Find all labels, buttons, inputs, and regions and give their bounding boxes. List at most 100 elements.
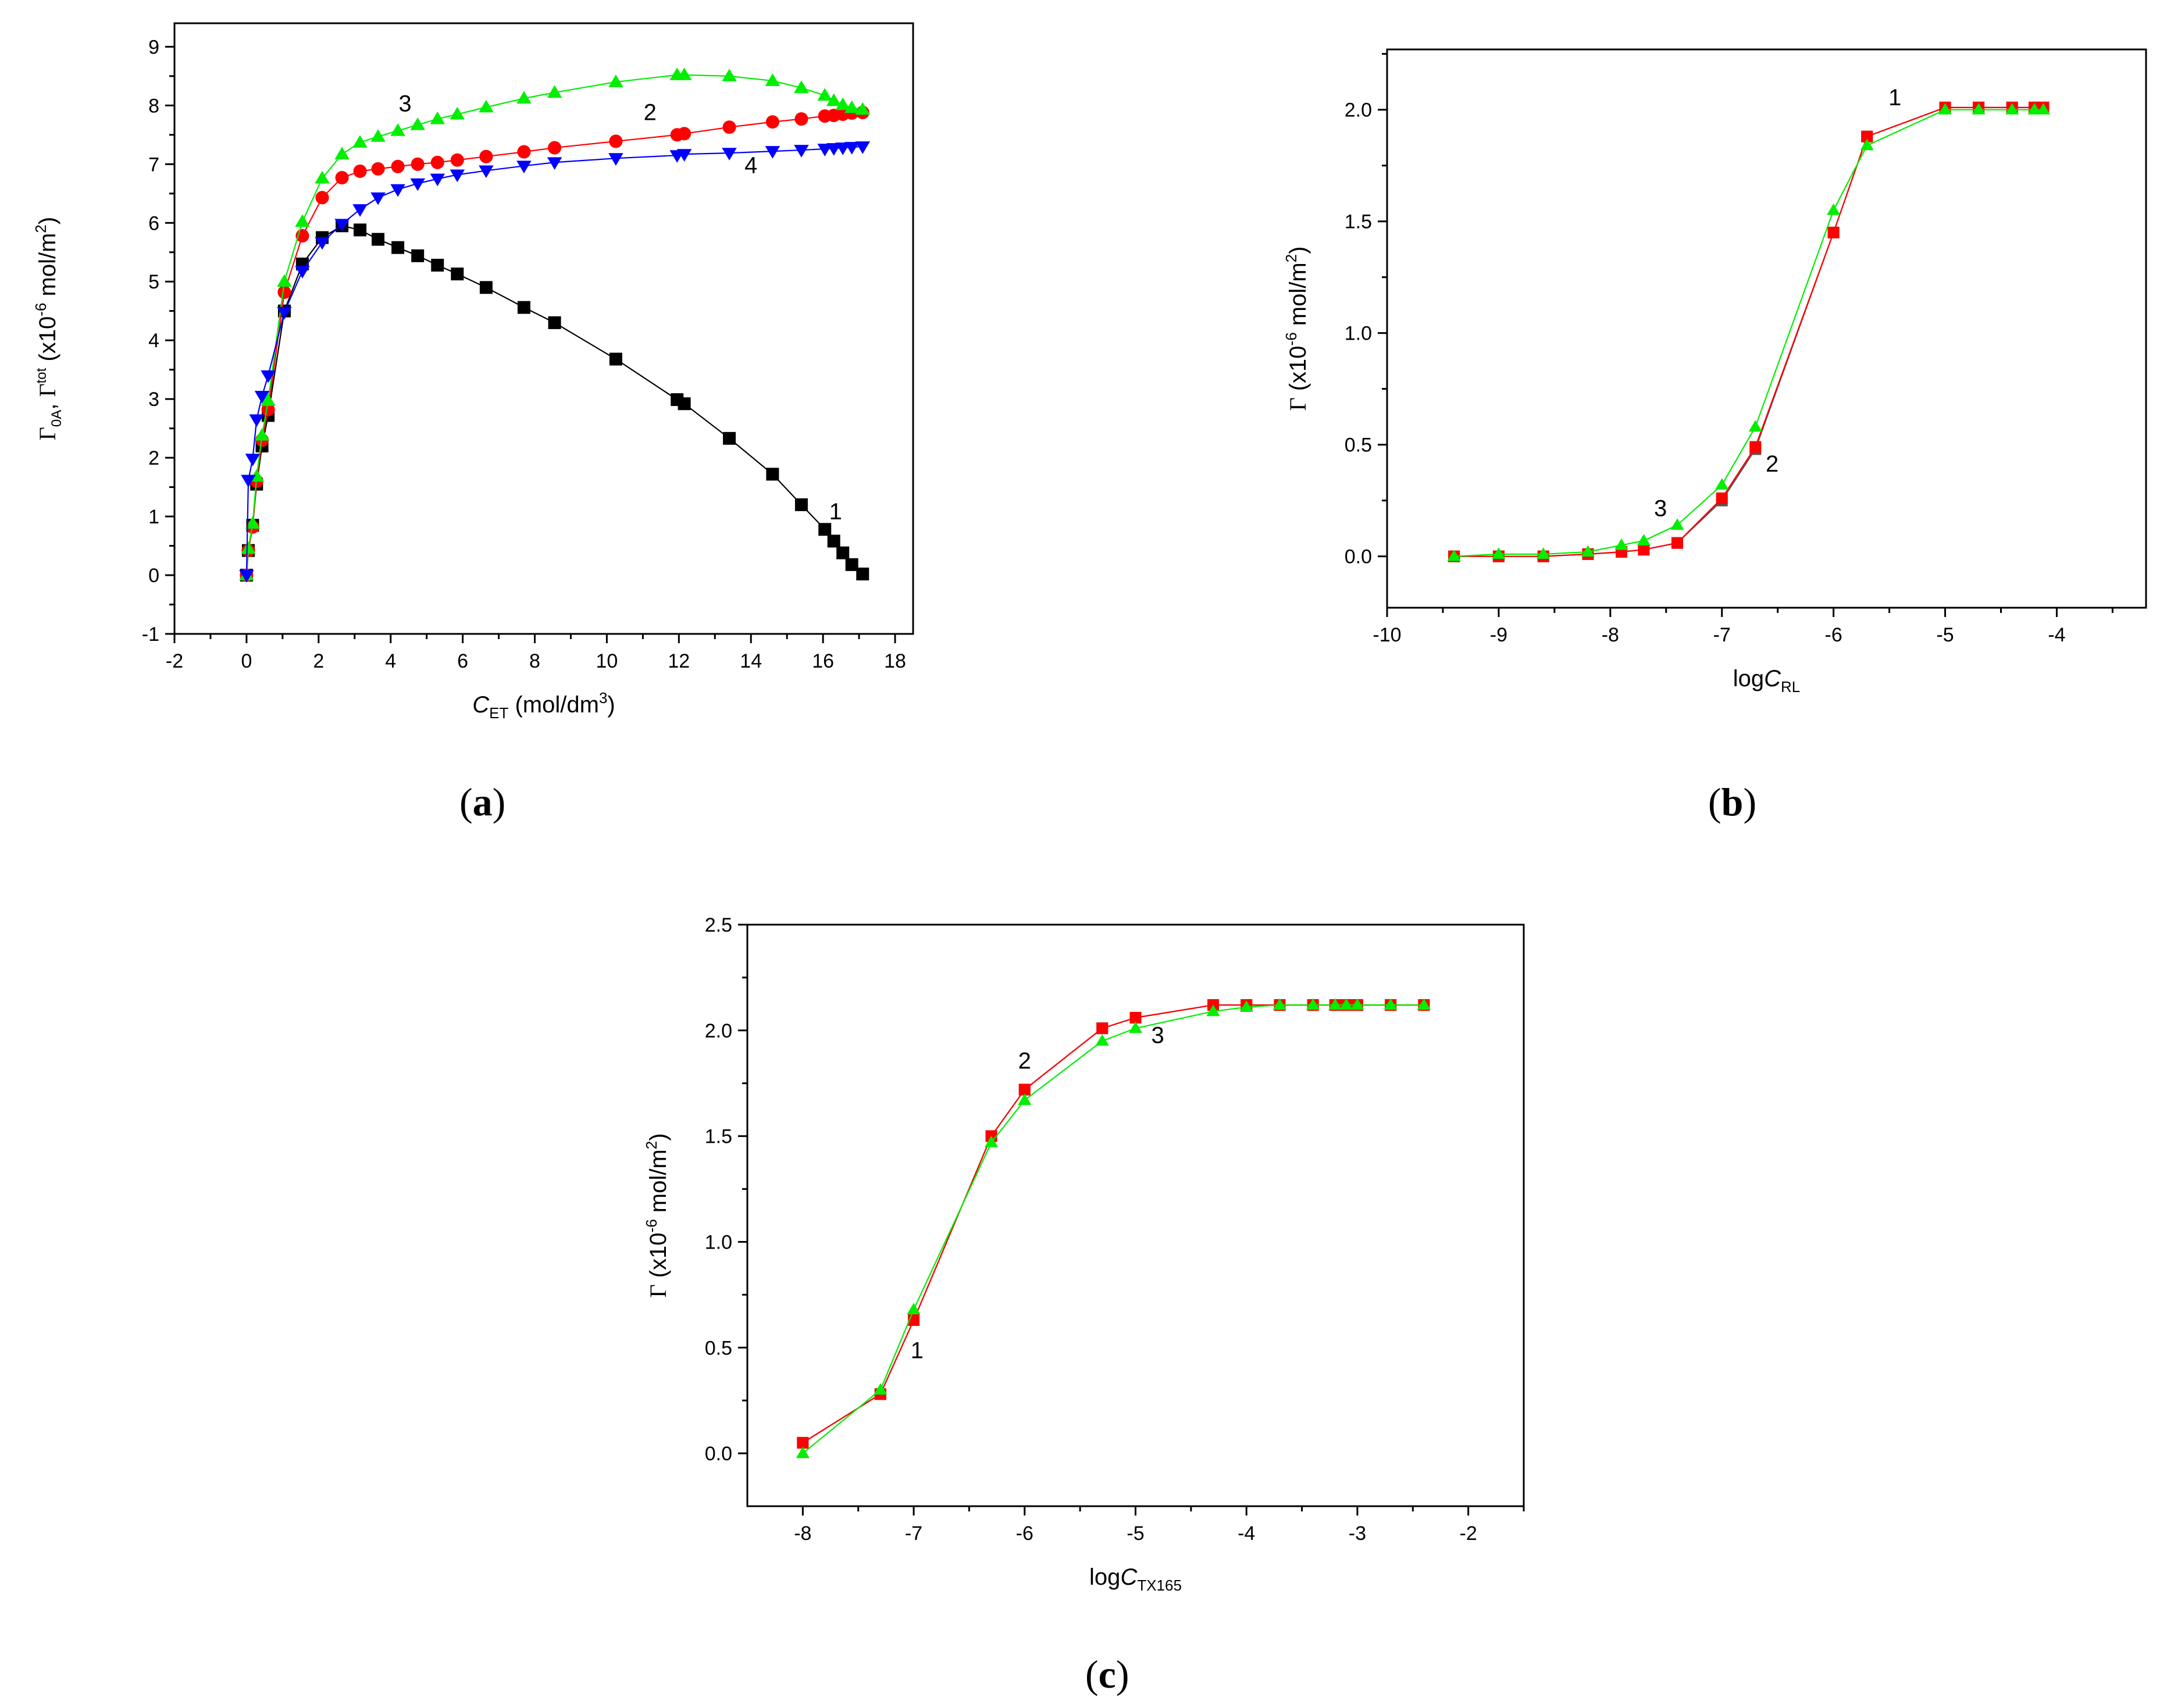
x-tick-label: 18 <box>884 650 906 672</box>
data-point <box>547 157 562 170</box>
data-point <box>315 237 330 250</box>
data-point <box>352 204 368 217</box>
data-point <box>1860 138 1874 151</box>
chart-c: -8 -7 -6 -5 -4 -3 -2 0.0 0.5 1.0 1.5 2.0 2.5 1 2 3 logCT… <box>643 914 1525 1594</box>
series-c-2 <box>797 999 1430 1449</box>
data-point <box>1128 1021 1143 1033</box>
data-point <box>450 106 465 120</box>
y-tick-label: 1.0 <box>1345 323 1372 345</box>
data-point <box>1972 103 1986 115</box>
data-point <box>450 153 464 167</box>
x-axis-label: logCTX165 <box>1089 1564 1182 1594</box>
data-point <box>676 149 692 162</box>
y-tick-label: 2.0 <box>705 1020 732 1042</box>
data-point <box>372 233 385 246</box>
y-axis-label: Γ (x10-6 mol/m2) <box>1282 247 1311 411</box>
data-point <box>430 173 445 187</box>
y-label-gamma: Γ <box>34 383 60 397</box>
y-tick-label: 1.0 <box>705 1231 732 1253</box>
data-point <box>765 115 779 129</box>
y-label-text: (x10 <box>1285 345 1311 397</box>
y-tick-label: 7 <box>148 154 159 176</box>
y-label-superscript: 2 <box>1282 254 1300 262</box>
data-point <box>1861 130 1873 142</box>
data-point <box>517 145 531 159</box>
data-point <box>797 1436 809 1449</box>
data-point <box>722 148 737 161</box>
data-point <box>678 127 692 141</box>
data-point <box>410 117 425 130</box>
x-label-subscript: ET <box>489 704 508 722</box>
data-point <box>254 427 270 441</box>
data-point <box>241 541 256 554</box>
data-point <box>766 468 779 481</box>
data-point <box>827 534 840 548</box>
series-line <box>245 145 863 576</box>
data-point <box>479 165 494 179</box>
data-point <box>907 1303 921 1314</box>
data-point <box>1018 1093 1032 1105</box>
y-label-gamma: Γ <box>34 427 60 440</box>
y-label-text: (x10 <box>35 316 60 368</box>
curve-label: 4 <box>744 152 757 178</box>
data-point <box>1417 998 1431 1010</box>
data-point <box>370 129 386 142</box>
y-tick-label: 0.0 <box>1345 546 1372 568</box>
series-b-2 <box>1448 101 2049 562</box>
data-point <box>844 142 860 155</box>
x-label-close: ) <box>607 692 615 718</box>
data-point <box>353 164 367 178</box>
series-a-2 <box>240 105 869 582</box>
y-label-exponent: -6 <box>1282 332 1300 345</box>
curve-label: 2 <box>1766 451 1778 477</box>
data-point <box>2027 103 2041 115</box>
x-tick-label: 10 <box>596 650 618 672</box>
data-point <box>1492 547 1506 559</box>
data-point <box>794 80 809 93</box>
data-point <box>430 155 444 169</box>
data-point <box>451 268 464 281</box>
series-c-3 <box>796 998 1431 1459</box>
curve-label: 2 <box>1018 1048 1031 1074</box>
data-point <box>1638 544 1650 556</box>
x-label-symbol: C <box>472 692 490 718</box>
data-point <box>430 111 445 124</box>
data-point <box>984 1135 999 1147</box>
data-point <box>261 402 275 416</box>
y-label-gamma: Γ <box>645 1284 671 1297</box>
x-axis-label: CET (mol/dm3) <box>472 689 615 722</box>
series-line <box>1454 106 2044 557</box>
x-tick-label: -8 <box>794 1522 811 1545</box>
data-point <box>826 93 842 106</box>
x-label-unit: (mol/dm <box>508 692 599 718</box>
data-point <box>410 178 425 191</box>
data-point <box>818 523 832 536</box>
data-point <box>245 454 261 466</box>
series-line <box>1454 109 2044 557</box>
y-tick-label: 0 <box>148 565 159 587</box>
data-point <box>390 123 405 136</box>
data-point <box>1384 998 1398 1010</box>
y-label-superscript: 2 <box>643 1141 660 1149</box>
data-point <box>1637 534 1651 545</box>
y-tick-label: 6 <box>148 212 159 234</box>
series-a-1 <box>240 219 869 582</box>
data-point <box>1827 203 1841 215</box>
x-tick-label: 6 <box>457 650 468 672</box>
data-point <box>411 157 425 171</box>
y-label-superscript: tot <box>34 368 49 383</box>
series-b-3 <box>1447 103 2051 561</box>
x-tick-label: -4 <box>2048 624 2065 646</box>
data-point <box>1339 998 1353 1010</box>
data-point <box>835 97 850 110</box>
y-label-exponent: -6 <box>643 1219 660 1232</box>
data-point <box>354 223 367 237</box>
data-point <box>796 1446 810 1459</box>
y-tick-label: -1 <box>142 623 159 646</box>
x-tick-label: -10 <box>1373 624 1401 646</box>
data-point <box>334 219 350 232</box>
y-axis-label: Γ (x10-6 mol/m2) <box>643 1133 671 1298</box>
x-tick-label: 16 <box>812 650 834 672</box>
data-point <box>1715 478 1729 490</box>
y-tick-label: 0.5 <box>1345 434 1372 457</box>
